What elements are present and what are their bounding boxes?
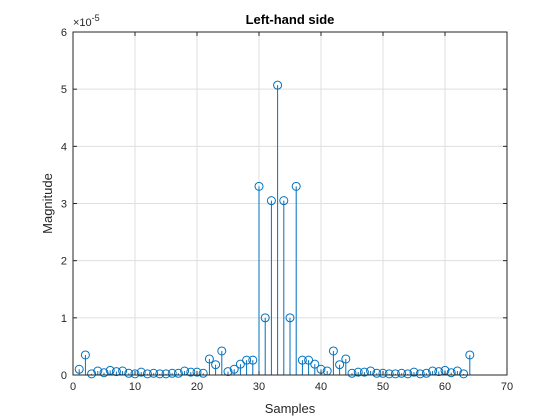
stem-marker [409, 367, 419, 377]
stem-marker [434, 367, 444, 377]
stem-marker [204, 354, 214, 364]
stem-marker [223, 367, 233, 377]
stem-marker [142, 369, 152, 379]
x-tick-label: 60 [439, 381, 451, 393]
stem-marker [328, 346, 338, 356]
stem-marker [136, 367, 146, 377]
stem-marker [335, 360, 345, 370]
stem-marker [124, 368, 134, 378]
stem-marker [347, 368, 357, 378]
x-tick-label: 30 [253, 381, 265, 393]
x-tick-label: 40 [315, 381, 327, 393]
stem-marker [229, 364, 239, 374]
y-tick-label: 2 [61, 256, 67, 268]
y-tick-label: 0 [61, 370, 67, 382]
stem-marker [297, 355, 307, 365]
chart-title: Left-hand side [246, 12, 335, 27]
stem-marker [149, 368, 159, 378]
stem-marker [87, 369, 97, 379]
y-tick-label: 5 [61, 84, 67, 96]
y-tick-label: 4 [61, 141, 67, 153]
stem-marker [359, 367, 369, 377]
stem-marker [235, 359, 245, 369]
stem-marker [279, 196, 289, 206]
stem-marker [217, 346, 227, 356]
x-axis-label: Samples [265, 401, 316, 416]
y-tick-label: 3 [61, 199, 67, 211]
stem-marker [80, 350, 90, 360]
x-tick-label: 0 [70, 381, 76, 393]
stem-marker [384, 369, 394, 379]
x-tick-label: 20 [191, 381, 203, 393]
stem-marker [372, 368, 382, 378]
stem-marker [291, 181, 301, 191]
stem-marker [105, 365, 115, 375]
stem-marker [415, 369, 425, 379]
stem-marker [353, 367, 363, 377]
stem-marker [248, 355, 258, 365]
stem-marker [155, 369, 165, 379]
stem-marker [99, 368, 109, 378]
stem-marker [285, 313, 295, 323]
stem-marker [211, 360, 221, 370]
stem-marker [161, 369, 171, 379]
y-tick-label: 6 [61, 27, 67, 39]
stem-marker [421, 368, 431, 378]
stem-marker [167, 368, 177, 378]
stem-marker [397, 368, 407, 378]
stem-marker [186, 367, 196, 377]
stem-marker [173, 368, 183, 378]
stem-marker [341, 354, 351, 364]
stem-marker [260, 313, 270, 323]
ticks: 0 10 20 30 40 50 60 70 0 1 2 3 4 5 6 [61, 27, 513, 393]
stem-marker [310, 359, 320, 369]
x-tick-label: 70 [501, 381, 513, 393]
stem-marker [192, 367, 202, 377]
x-tick-label: 10 [129, 381, 141, 393]
y-exponent-base: ×10 [73, 17, 92, 29]
stem-marker [266, 196, 276, 206]
y-axis-label: Magnitude [40, 173, 55, 234]
stem-marker [198, 368, 208, 378]
y-exponent-label: ×10-5 [73, 13, 100, 29]
x-tick-label: 50 [377, 381, 389, 393]
stem-marker [459, 369, 469, 379]
stem-marker [111, 367, 121, 377]
stem-marker [403, 369, 413, 379]
stem-marker [242, 355, 252, 365]
stem-marker [273, 80, 283, 90]
y-tick-label: 1 [61, 313, 67, 325]
stem-marker [254, 181, 264, 191]
y-exponent-power: -5 [92, 13, 100, 23]
stem-marker [446, 368, 456, 378]
stem-marker [390, 369, 400, 379]
stem-marker [74, 364, 84, 374]
stem-marker [378, 368, 388, 378]
stem-marker [130, 369, 140, 379]
stem-marker [304, 355, 314, 365]
stem-marker [465, 350, 475, 360]
